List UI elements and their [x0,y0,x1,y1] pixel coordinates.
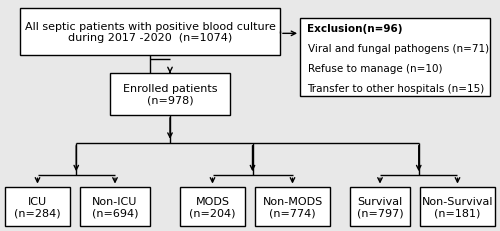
FancyBboxPatch shape [110,74,230,116]
Text: MODS
(n=204): MODS (n=204) [189,196,236,218]
Text: Enrolled patients
(n=978): Enrolled patients (n=978) [122,84,217,106]
Text: Transfer to other hospitals (n=15): Transfer to other hospitals (n=15) [308,84,485,94]
FancyBboxPatch shape [180,187,245,226]
Text: Exclusion(n=96): Exclusion(n=96) [308,24,403,34]
FancyBboxPatch shape [350,187,410,226]
Text: Viral and fungal pathogens (n=71): Viral and fungal pathogens (n=71) [308,44,488,54]
Text: ICU
(n=284): ICU (n=284) [14,196,61,218]
FancyBboxPatch shape [255,187,330,226]
Text: Non-ICU
(n=694): Non-ICU (n=694) [92,196,138,218]
Text: Survival
(n=797): Survival (n=797) [356,196,404,218]
Text: Non-MODS
(n=774): Non-MODS (n=774) [262,196,322,218]
Text: Refuse to manage (n=10): Refuse to manage (n=10) [308,64,442,74]
FancyBboxPatch shape [20,9,280,55]
FancyBboxPatch shape [420,187,495,226]
FancyBboxPatch shape [300,18,490,97]
Text: Non-Survival
(n=181): Non-Survival (n=181) [422,196,493,218]
FancyBboxPatch shape [80,187,150,226]
Text: All septic patients with positive blood culture
during 2017 -2020  (n=1074): All septic patients with positive blood … [24,21,276,43]
FancyBboxPatch shape [5,187,70,226]
